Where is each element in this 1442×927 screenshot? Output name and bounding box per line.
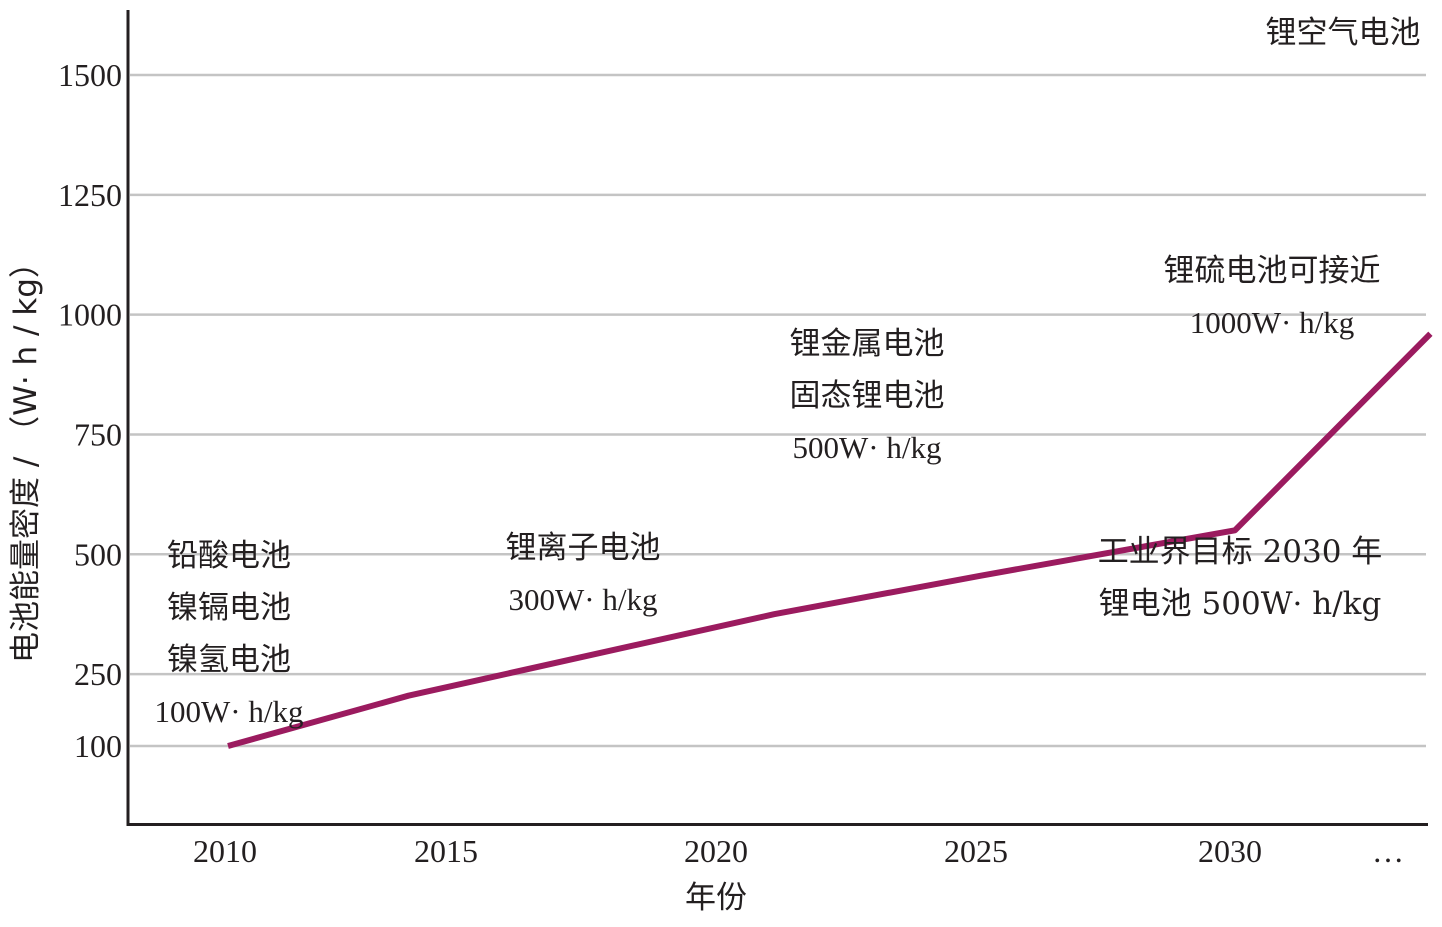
axes (126, 10, 1428, 826)
x-tick-label: 2020 (684, 833, 748, 869)
annotation-line: 镍镉电池 (167, 590, 291, 626)
x-tick-labels: 2010 2015 2020 2025 2030 … (193, 833, 1404, 869)
y-axis-title: 电池能量密度 / （W· h / kg） (8, 247, 44, 663)
series (227, 331, 1433, 749)
x-tick-label: 2025 (944, 833, 1008, 869)
annotation-line: 锂金属电池 (790, 326, 945, 362)
annotation-line: 镍氢电池 (167, 642, 291, 678)
annotation-line: 100W· h/kg (155, 694, 304, 729)
annotation-line: 固态锂电池 (790, 378, 945, 414)
x-tick-label: 2010 (193, 833, 257, 869)
y-tick-label: 100 (74, 728, 122, 764)
annotation-line: 锂离子电池 (506, 530, 661, 566)
gridlines (130, 73, 1426, 748)
y-tick-label: 1250 (58, 177, 122, 213)
y-tick-label: 1500 (58, 57, 122, 93)
x-axis-title: 年份 (685, 880, 747, 916)
annotation-line: 1000W· h/kg (1190, 305, 1354, 340)
annotation-line: 工业界目标 2030 年 (1098, 534, 1383, 570)
y-tick-label: 1000 (58, 297, 122, 333)
annotation-line: 铅酸电池 (167, 538, 291, 574)
annotation-line: 锂电池 500W· h/kg (1099, 586, 1382, 622)
x-tick-label: 2030 (1198, 833, 1262, 869)
x-tick-label: 2015 (414, 833, 478, 869)
y-tick-label: 750 (74, 416, 122, 452)
y-tick-labels: 100 250 500 750 1000 1250 1500 (58, 57, 122, 764)
annotation-line: 500W· h/kg (793, 430, 942, 465)
annotation-line: 锂硫电池可接近 (1164, 253, 1381, 289)
annotation-line: 锂空气电池 (1266, 15, 1421, 51)
y-tick-label: 500 (74, 536, 122, 572)
series-line (227, 331, 1433, 749)
y-tick-label: 250 (74, 656, 122, 692)
x-tick-label: … (1372, 833, 1404, 869)
annotation-line: 300W· h/kg (509, 582, 658, 617)
